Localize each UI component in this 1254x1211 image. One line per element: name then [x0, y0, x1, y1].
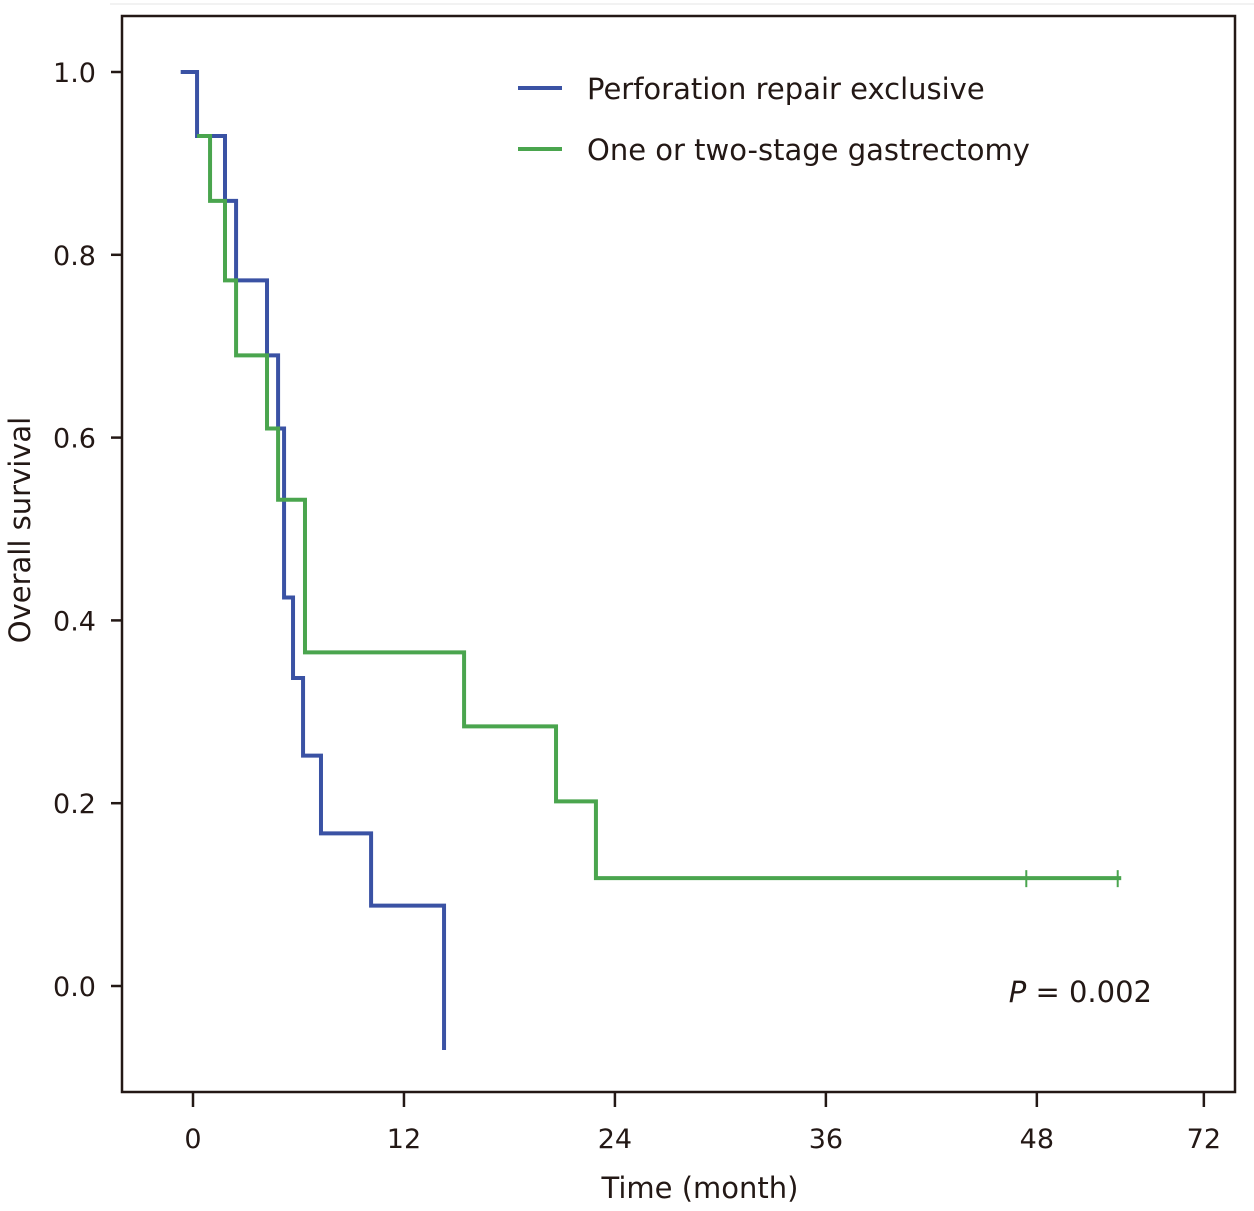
x-tick-label: 72: [1187, 1124, 1221, 1155]
y-tick-label: 0.2: [53, 789, 96, 820]
y-tick-label: 0.8: [53, 241, 96, 272]
legend-item-gastrectomy: One or two-stage gastrectomy: [518, 133, 1030, 167]
y-axis-title: Overall survival: [3, 417, 37, 643]
legend-label: One or two-stage gastrectomy: [587, 133, 1030, 167]
series-perforation-repair-line: [180, 70, 447, 1050]
p-value-annotation: P = 0.002: [1009, 975, 1152, 1009]
p-value-text: = 0.002: [1026, 975, 1152, 1009]
x-axis-title: Time (month): [601, 1171, 799, 1205]
legend: Perforation repair exclusive One or two-…: [518, 72, 1030, 167]
x-tick-label: 12: [387, 1124, 421, 1155]
x-axis: 0 12 24 36 48 72: [184, 1092, 1221, 1155]
x-tick-label: 24: [598, 1124, 632, 1155]
legend-item-perforation-repair: Perforation repair exclusive: [518, 72, 985, 106]
plot-frame: [120, 14, 1237, 1094]
x-tick-label: 48: [1020, 1124, 1054, 1155]
x-tick-label: 36: [809, 1124, 843, 1155]
y-axis: 0.0 0.2 0.4 0.6 0.8 1.0: [53, 58, 122, 1003]
series-gastrectomy-line: [197, 133, 1122, 881]
y-tick-label: 0.6: [53, 424, 96, 455]
y-tick-label: 0.4: [53, 606, 96, 637]
y-tick-label: 0.0: [53, 972, 96, 1003]
y-tick-label: 1.0: [53, 58, 96, 89]
x-tick-label: 0: [184, 1124, 201, 1155]
legend-label: Perforation repair exclusive: [587, 72, 985, 106]
series-layer: [180, 70, 1122, 1050]
p-symbol: P: [1009, 975, 1027, 1009]
